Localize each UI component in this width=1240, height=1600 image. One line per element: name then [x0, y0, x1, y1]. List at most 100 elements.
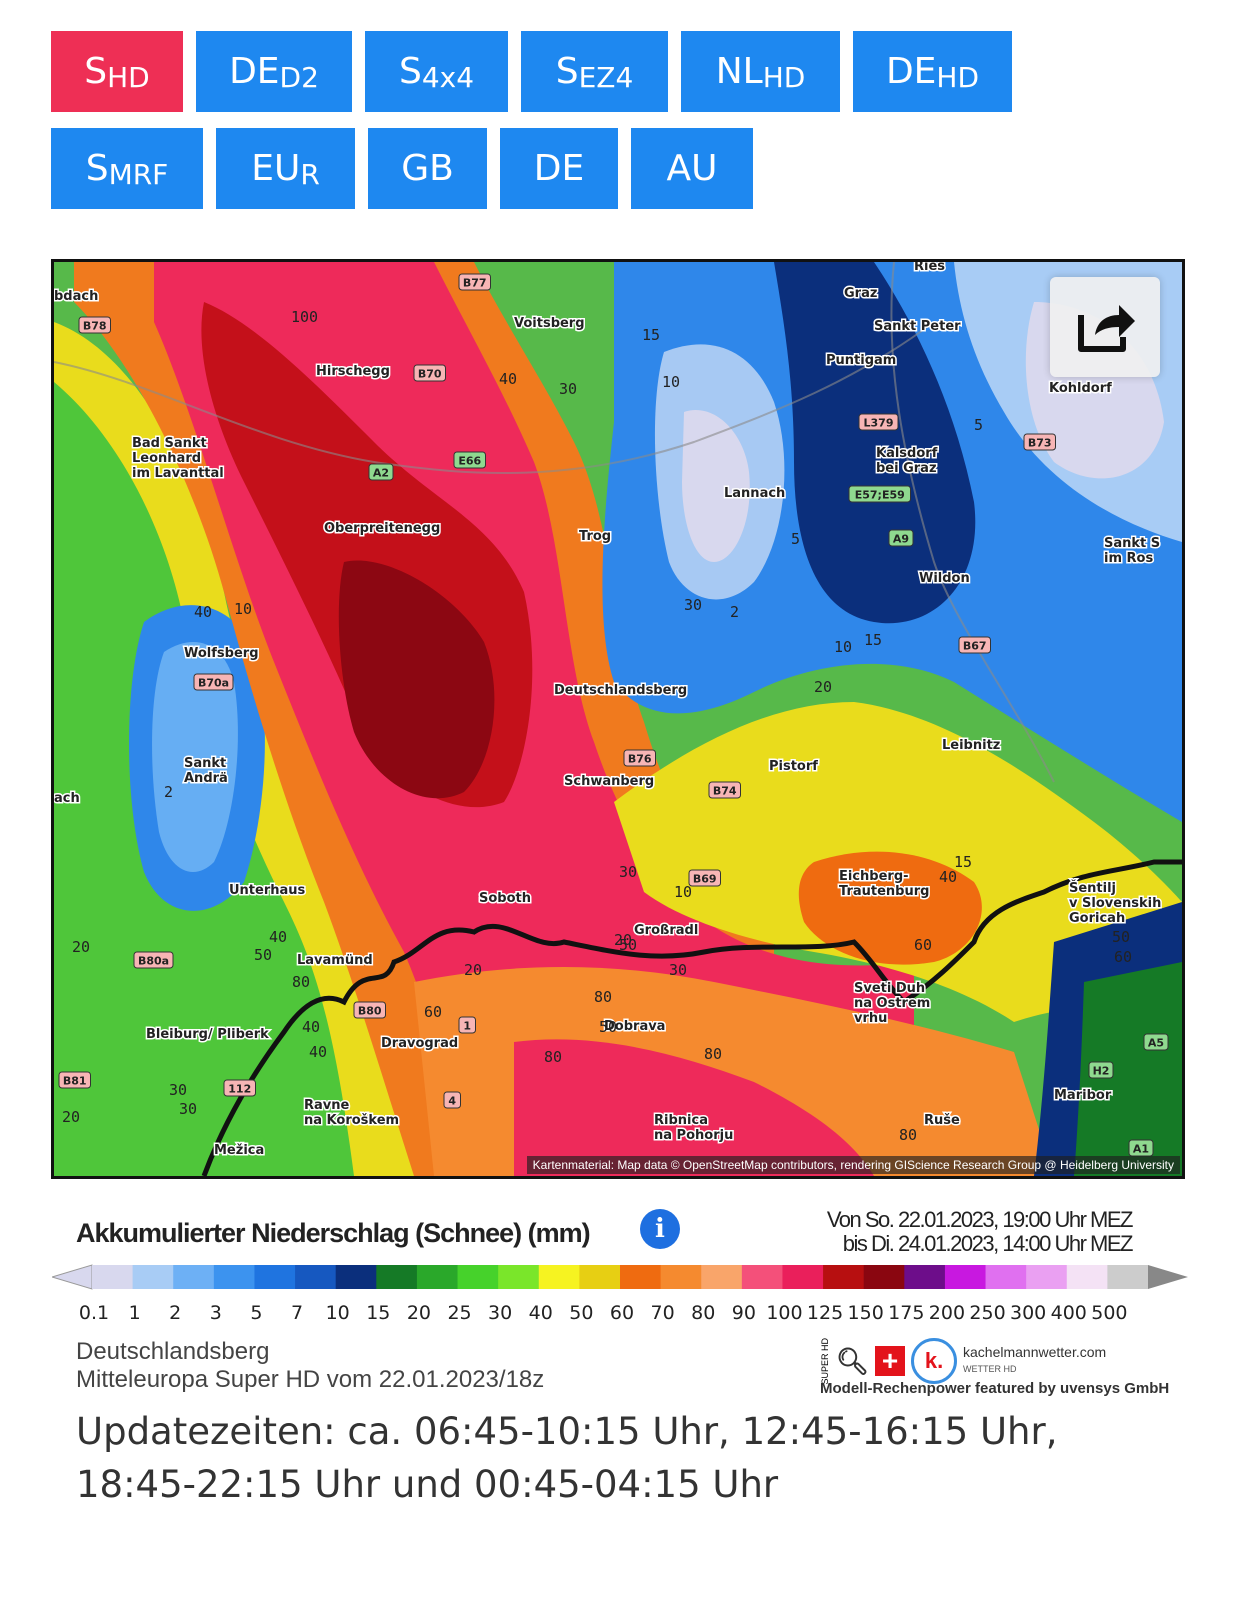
tab-au[interactable]: AU [631, 128, 753, 209]
road-shield [133, 951, 174, 969]
place-label: Mežica [214, 1143, 264, 1158]
scale-swatch [416, 1265, 459, 1289]
scale-swatch [254, 1265, 296, 1289]
place-label: ach [54, 791, 80, 806]
magnifier-icon: 🔍︎ [836, 1345, 870, 1376]
road-shield [688, 869, 721, 887]
road-shield [353, 1001, 386, 1019]
place-label: Graz [844, 286, 877, 301]
tab-label: S [398, 51, 422, 92]
location-name: Deutschlandsberg [76, 1338, 270, 1365]
place-label: Trog [579, 529, 611, 544]
scale-label: 20 [406, 1302, 432, 1324]
contour-label: 80 [544, 1048, 562, 1066]
place-label: Oberpreitenegg [324, 521, 440, 536]
place-label: Bleiburg/ Pliberk [146, 1027, 269, 1042]
place-label: Kohldorf [1049, 381, 1112, 396]
share-button[interactable] [1050, 277, 1160, 377]
tab-ded2[interactable]: DE D2 [196, 31, 352, 112]
scale-arrow-high [1148, 1265, 1188, 1289]
scale-swatch [701, 1265, 743, 1289]
road-shield [413, 364, 446, 382]
scale-label: 7 [291, 1302, 304, 1324]
brand-site[interactable]: kachelmannwetter.com WETTER HD [963, 1345, 1106, 1377]
tab-s4x4[interactable]: S 4x4 [365, 31, 508, 112]
scale-label: 175 [888, 1302, 925, 1324]
model-tabs-row-1: S HD DE D2 S 4x4 S EZ4 NL HD DE HD [51, 31, 1012, 112]
road-label: B78 [83, 320, 107, 333]
scale-label: 250 [969, 1302, 1006, 1324]
road-label: B73 [1028, 437, 1052, 450]
contour-label: 30 [619, 863, 637, 881]
contour-label: 30 [559, 380, 577, 398]
road-label: E66 [458, 455, 481, 468]
tab-de[interactable]: DE [500, 128, 618, 209]
place-label: na Ostrem [854, 996, 930, 1011]
place-label: Puntigam [826, 353, 896, 368]
road-shield [368, 463, 394, 481]
map-labels: bdach Voitsberg Graz Sankt Peter Puntigam Hir… [54, 262, 1169, 1160]
road-label: B70 [418, 368, 442, 381]
road-shield [223, 1079, 256, 1097]
tab-label: DE [533, 148, 585, 189]
place-label: bdach [54, 289, 98, 304]
contour-label: 10 [834, 638, 852, 656]
place-label: v Slovenskih [1069, 896, 1161, 911]
place-label: vrhu [854, 1011, 887, 1026]
road-label: 4 [448, 1095, 456, 1108]
road-label: B70a [198, 677, 229, 690]
contour-label: 20 [72, 938, 90, 956]
info-icon[interactable]: i [640, 1209, 680, 1249]
scale-swatch [538, 1265, 580, 1289]
road-label: B80a [138, 955, 169, 968]
contour-label: 30 [179, 1100, 197, 1118]
place-label: Maribor [1054, 1088, 1112, 1103]
tab-nlhd[interactable]: NL HD [681, 31, 840, 112]
tab-smrf[interactable]: S MRF [51, 128, 203, 209]
place-label: Leonhard [132, 451, 201, 466]
road-shield [1143, 1033, 1169, 1051]
tab-gb[interactable]: GB [368, 128, 487, 209]
precipitation-map[interactable]: bdach Voitsberg Graz Sankt Peter Puntigam Hir… [51, 259, 1185, 1179]
scale-swatch [985, 1265, 1027, 1289]
scale-swatch [1107, 1265, 1149, 1289]
scale-label: 30 [488, 1302, 513, 1324]
place-label: Eichberg- [839, 869, 909, 884]
map-attribution: Kartenmaterial: Map data © OpenStreetMap… [526, 1156, 1180, 1174]
place-label: Sankt Peter [874, 319, 961, 334]
place-label: na Pohorju [654, 1128, 733, 1143]
scale-label: 60 [609, 1302, 635, 1324]
range-to: bis Di. 24.01.2023, 14:00 Uhr MEZ [842, 1231, 1134, 1256]
place-label: Sankt S [1104, 536, 1160, 551]
contour-label: 20 [814, 678, 832, 696]
tab-sublabel: R [300, 158, 320, 191]
contour-label: 20 [464, 961, 482, 979]
scale-swatch [376, 1265, 418, 1289]
road-label: A2 [373, 467, 389, 480]
place-label: im Lavanttal [132, 466, 224, 481]
scale-swatch [579, 1265, 621, 1289]
place-label: Bad Sankt [132, 436, 207, 451]
tab-shd[interactable]: S HD [51, 31, 183, 112]
place-label: Leibnitz [942, 738, 1000, 753]
scale-label: 80 [691, 1302, 716, 1324]
time-range: Von So. 22.01.2023, 19:00 Uhr MEZ bis Di… [827, 1208, 1134, 1256]
contour-label: 60 [1114, 948, 1132, 966]
super-hd-label: SUPER HD [820, 1338, 830, 1385]
road-shield [848, 485, 911, 503]
place-label: Šentilj [1069, 880, 1116, 896]
contour-label: 20 [614, 931, 632, 949]
tab-sublabel: D2 [279, 61, 319, 94]
tab-sez4[interactable]: S EZ4 [521, 31, 668, 112]
color-scale [52, 1264, 1188, 1290]
tab-label: DE [229, 51, 280, 92]
place-label: Soboth [479, 891, 531, 906]
scale-label: 15 [366, 1302, 391, 1324]
tab-sublabel: HD [107, 61, 150, 94]
brand-power: Modell-Rechenpower featured by uvensys G… [820, 1380, 1170, 1397]
road-shield [443, 1091, 461, 1109]
scale-label: 70 [650, 1302, 675, 1324]
tab-dehd[interactable]: DE HD [853, 31, 1012, 112]
model-tabs-row-2: S MRF EU R GB DE AU [51, 128, 753, 209]
tab-eur[interactable]: EU R [216, 128, 355, 209]
